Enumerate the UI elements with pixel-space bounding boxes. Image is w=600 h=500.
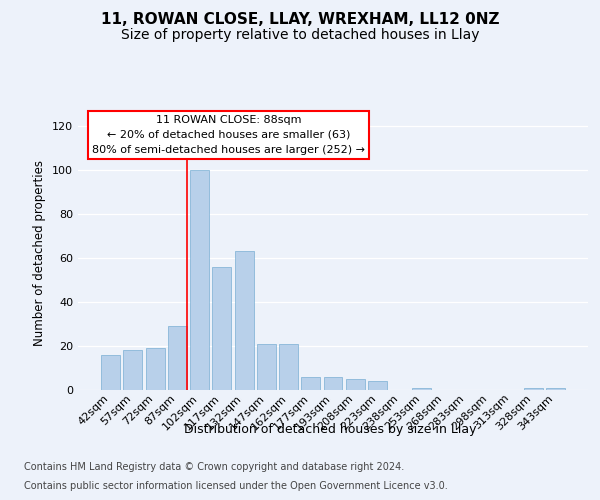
Bar xyxy=(124,350,142,390)
Bar xyxy=(301,377,320,390)
Text: Size of property relative to detached houses in Llay: Size of property relative to detached ho… xyxy=(121,28,479,42)
Bar xyxy=(412,388,431,390)
Bar xyxy=(101,355,120,390)
Text: 11, ROWAN CLOSE, LLAY, WREXHAM, LL12 0NZ: 11, ROWAN CLOSE, LLAY, WREXHAM, LL12 0NZ xyxy=(101,12,499,28)
Text: Contains HM Land Registry data © Crown copyright and database right 2024.: Contains HM Land Registry data © Crown c… xyxy=(24,462,404,472)
Bar xyxy=(257,344,276,390)
Bar xyxy=(212,267,231,390)
Bar xyxy=(146,348,164,390)
Text: 11 ROWAN CLOSE: 88sqm
← 20% of detached houses are smaller (63)
80% of semi-deta: 11 ROWAN CLOSE: 88sqm ← 20% of detached … xyxy=(92,115,365,154)
Bar xyxy=(546,388,565,390)
Bar xyxy=(323,377,343,390)
Bar xyxy=(368,381,387,390)
Y-axis label: Number of detached properties: Number of detached properties xyxy=(34,160,46,346)
Bar xyxy=(168,326,187,390)
Bar xyxy=(190,170,209,390)
Bar xyxy=(235,252,254,390)
Text: Contains public sector information licensed under the Open Government Licence v3: Contains public sector information licen… xyxy=(24,481,448,491)
Text: Distribution of detached houses by size in Llay: Distribution of detached houses by size … xyxy=(184,422,476,436)
Bar xyxy=(279,344,298,390)
Bar xyxy=(524,388,542,390)
Bar xyxy=(346,379,365,390)
